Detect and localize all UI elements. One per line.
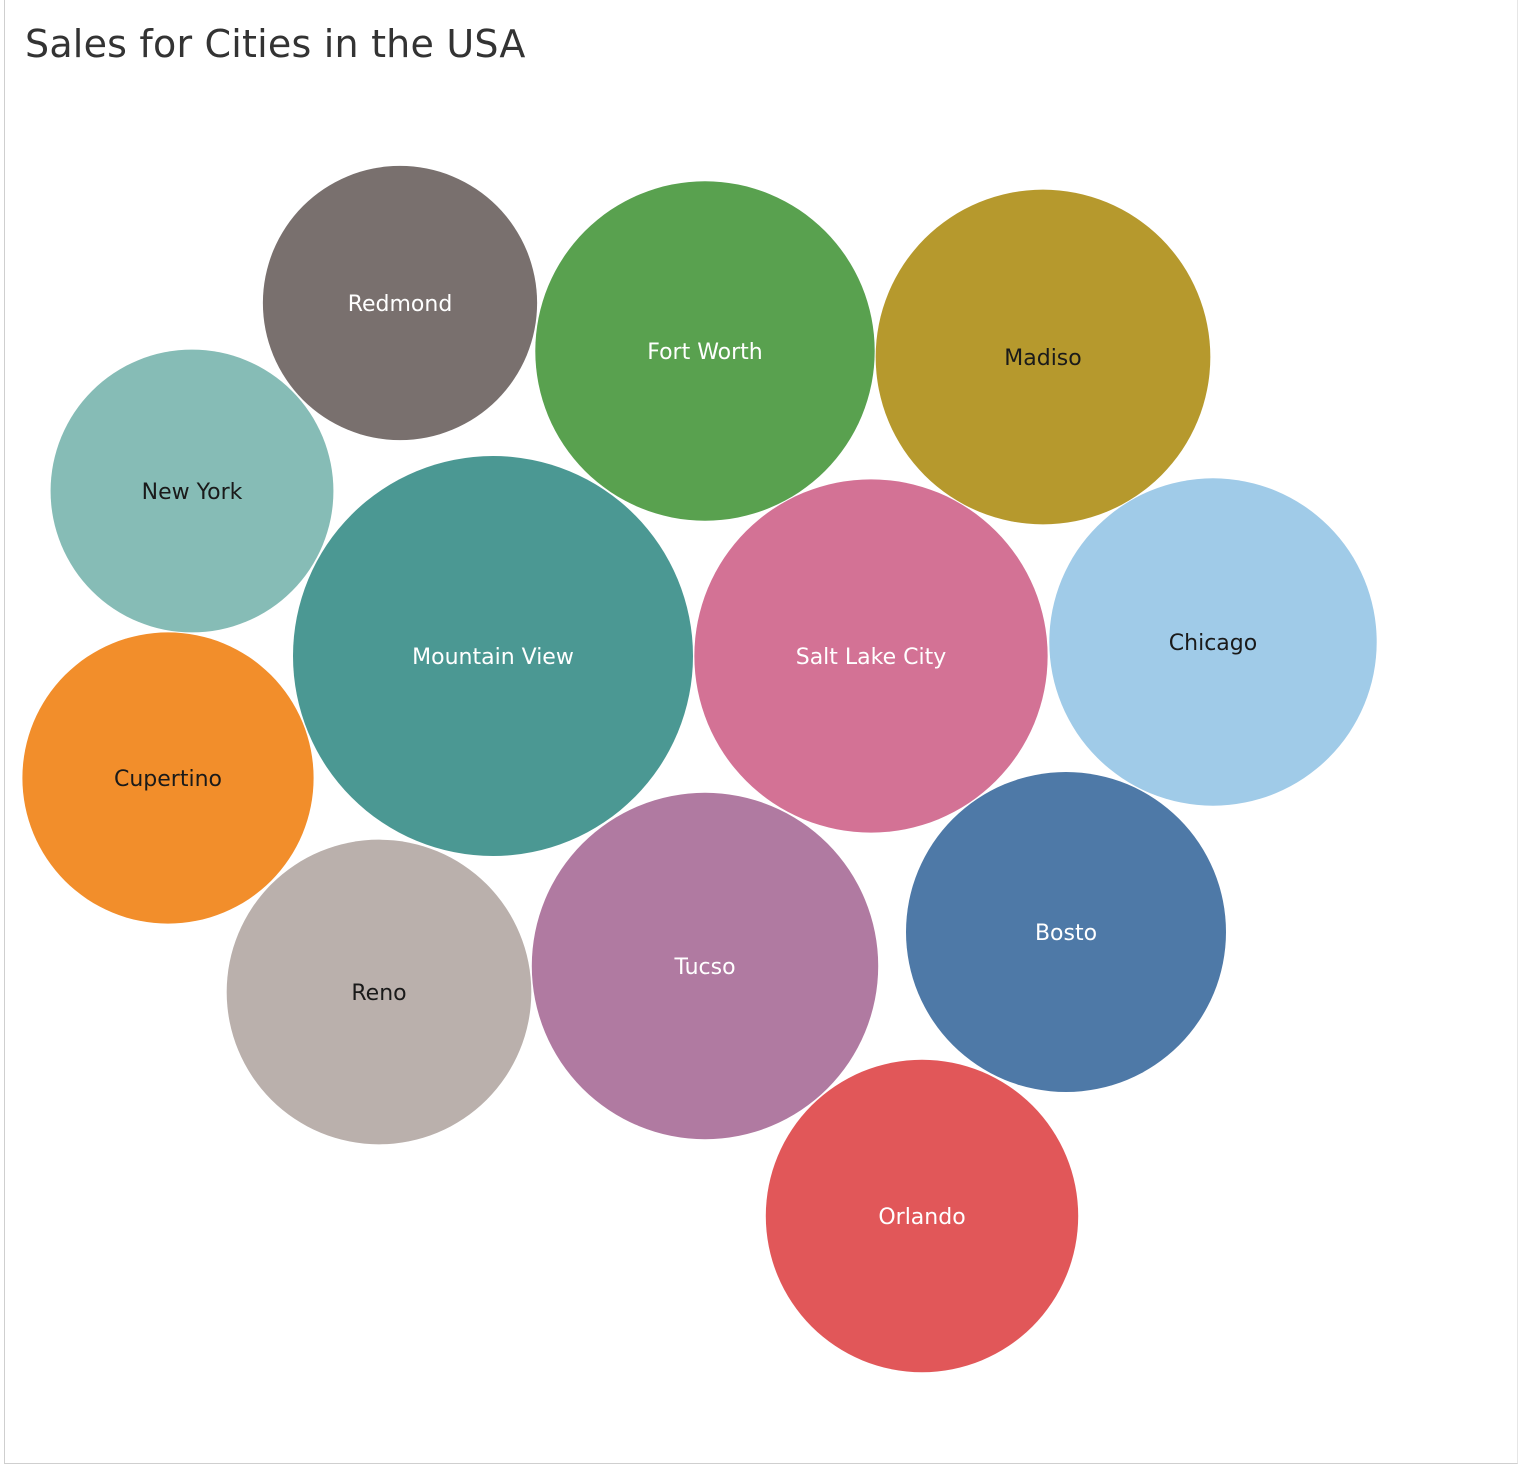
bubble-mountain-view[interactable]: Mountain View [293, 456, 693, 856]
bubble-label-redmond: Redmond [348, 292, 453, 317]
bubble-mark-reno[interactable] [226, 839, 532, 1145]
bubble-label-salt-lake-city: Salt Lake City [796, 645, 947, 670]
bubble-fort-worth[interactable]: Fort Worth [535, 181, 875, 521]
bubble-mark-madiso[interactable] [875, 189, 1211, 525]
bubble-mark-orlando[interactable] [765, 1059, 1079, 1373]
bubble-label-madiso: Madiso [1004, 346, 1081, 371]
bubble-mark-cupertino[interactable] [22, 632, 314, 924]
bubble-chicago[interactable]: Chicago [1049, 478, 1377, 806]
bubble-reno[interactable]: Reno [226, 839, 532, 1145]
chart-title: Sales for Cities in the USA [25, 22, 526, 66]
bubble-mark-new-york[interactable] [50, 349, 334, 633]
bubble-tucso[interactable]: Tucso [531, 792, 879, 1140]
bubble-label-new-york: New York [142, 480, 243, 505]
bubble-label-bosto: Bosto [1035, 921, 1097, 946]
bubble-mark-chicago[interactable] [1049, 478, 1377, 806]
bubble-label-tucso: Tucso [673, 955, 735, 980]
bubble-mark-tucso[interactable] [531, 792, 879, 1140]
bubble-salt-lake-city[interactable]: Salt Lake City [694, 479, 1048, 833]
bubble-mark-redmond[interactable] [262, 165, 538, 441]
bubble-new-york[interactable]: New York [50, 349, 334, 633]
bubble-label-mountain-view: Mountain View [412, 645, 574, 670]
bubble-bosto[interactable]: Bosto [906, 772, 1226, 1092]
bubble-label-cupertino: Cupertino [114, 767, 222, 792]
bubble-mark-mountain-view[interactable] [293, 456, 693, 856]
bubble-mark-salt-lake-city[interactable] [694, 479, 1048, 833]
bubble-label-fort-worth: Fort Worth [647, 340, 763, 365]
bubble-redmond[interactable]: Redmond [262, 165, 538, 441]
bubble-label-orlando: Orlando [878, 1205, 965, 1230]
chart-frame [4, 0, 1518, 1464]
bubble-mark-fort-worth[interactable] [535, 181, 875, 521]
bubble-madiso[interactable]: Madiso [875, 189, 1211, 525]
bubble-mark-bosto[interactable] [906, 772, 1226, 1092]
bubble-label-reno: Reno [351, 981, 406, 1006]
bubble-orlando[interactable]: Orlando [765, 1059, 1079, 1373]
bubble-cupertino[interactable]: Cupertino [22, 632, 314, 924]
bubble-label-chicago: Chicago [1169, 631, 1257, 656]
